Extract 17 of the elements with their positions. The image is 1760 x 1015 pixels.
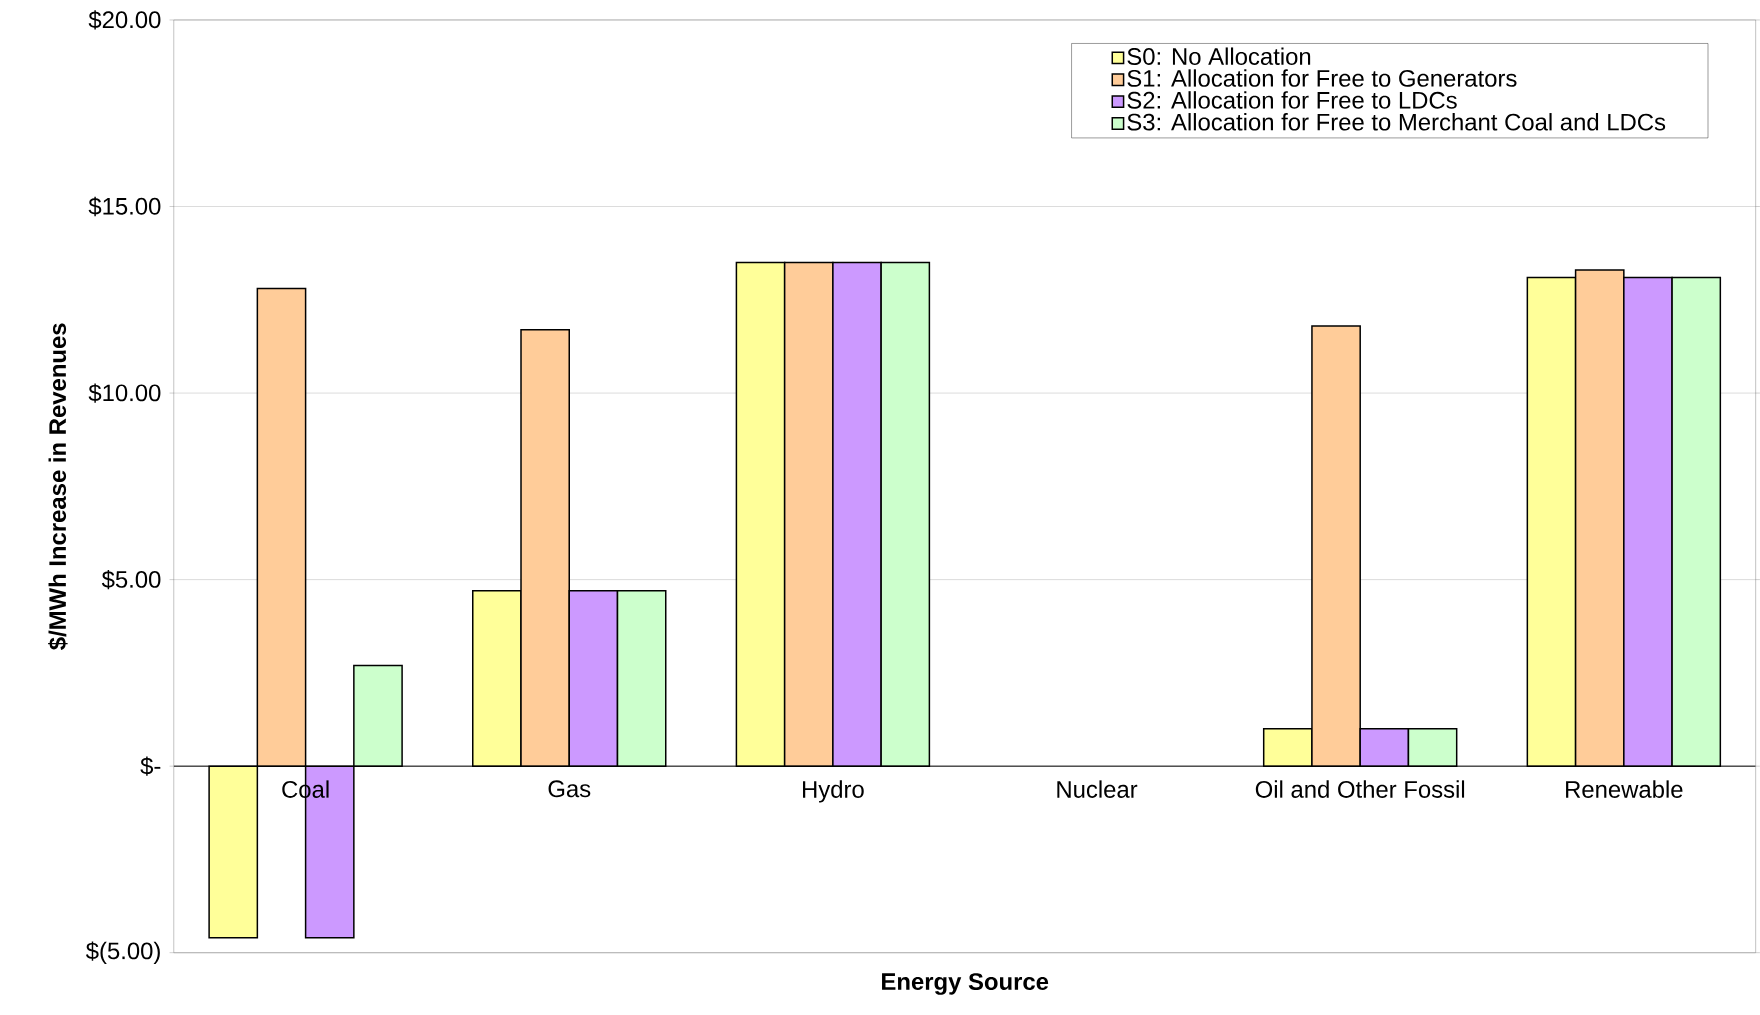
x-tick-label: Renewable — [1566, 780, 1683, 799]
legend-label: S0: No Allocation — [1127, 47, 1311, 66]
x-tick-label: Oil and Other Fossil — [1255, 780, 1465, 799]
y-tick-label: $(5.00) — [85, 941, 160, 965]
y-tick-label: $- — [140, 756, 161, 777]
legend-label: S3: Allocation for Free to Merchant Coal and LDCs — [1127, 113, 1666, 131]
y-axis-title: $/MWh Increase in Revenues — [48, 323, 68, 651]
y-tick-label: $5.00 — [101, 570, 161, 590]
legend-label: S2: Allocation for Free to LDCs — [1127, 91, 1457, 109]
x-axis-title: Energy Source — [882, 973, 1049, 996]
y-tick-label: $10.00 — [88, 383, 161, 403]
legend-label: S1: Allocation for Free to Generators — [1127, 69, 1517, 88]
y-tick-label: $20.00 — [88, 10, 161, 30]
x-tick-label: Gas — [548, 780, 591, 798]
x-tick-label: Hydro — [803, 780, 864, 803]
x-tick-label: Nuclear — [1057, 780, 1138, 799]
y-tick-label: $15.00 — [88, 197, 161, 217]
